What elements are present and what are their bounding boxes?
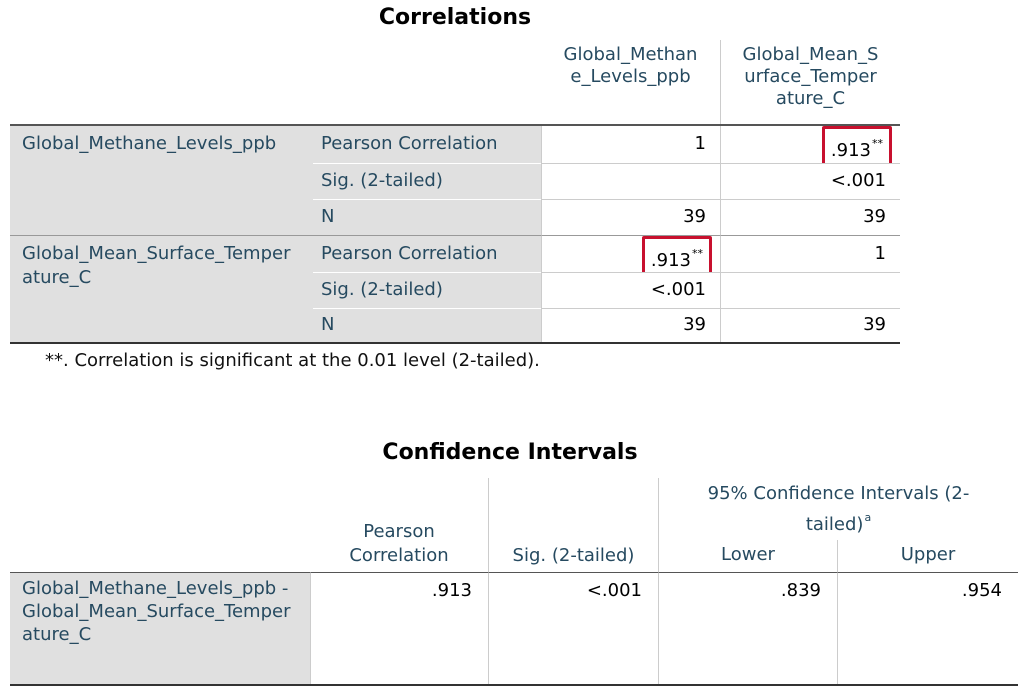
cell-value: <.001: [586, 580, 642, 601]
statistic-text: Pearson Correlation: [321, 133, 498, 154]
statistic-label: Pearson Correlation: [313, 235, 541, 272]
column-group-header: 95% Confidence Intervals (2-tailed)a: [658, 478, 1018, 540]
column-header: Sig. (2-tailed): [488, 478, 658, 572]
footnote-text: **. Correlation is significant at the 0.…: [45, 350, 540, 371]
data-cell: .839: [658, 572, 837, 685]
highlight-box: .913**: [641, 236, 712, 272]
table-title: Confidence Intervals: [10, 434, 1010, 472]
cell-value: 39: [863, 314, 886, 335]
statistic-text: Sig. (2-tailed): [321, 279, 443, 300]
statistic-text: N: [321, 314, 335, 335]
cell-value: .913: [650, 250, 691, 271]
cell-superscript: **: [872, 137, 883, 150]
data-cell: 1: [541, 125, 720, 163]
data-cell: .954: [837, 572, 1018, 685]
column-header: Lower: [658, 540, 837, 572]
row-group-label-text: Global_Methane_Levels_ppb: [22, 133, 277, 154]
column-header: Global_Methane_Levels_ppb: [541, 40, 720, 125]
column-header-text: Lower: [721, 544, 775, 565]
column-header: Global_Mean_Surface_Temperature_C: [720, 40, 900, 125]
table-border: [10, 124, 900, 126]
cell-value: .954: [961, 580, 1002, 601]
statistic-label: Pearson Correlation: [313, 125, 541, 163]
cell-value: .839: [780, 580, 821, 601]
row-group-label: Global_Methane_Levels_ppb: [10, 125, 313, 235]
column-header-text: Pearson Correlation: [349, 521, 449, 566]
statistic-label: Sig. (2-tailed): [313, 163, 541, 199]
data-cell: <.001: [488, 572, 658, 685]
statistic-text: N: [321, 206, 335, 227]
column-header-text: Sig. (2-tailed): [512, 545, 635, 566]
cell-value: <.001: [650, 279, 706, 300]
table-border: [10, 342, 900, 344]
cell-value: 39: [863, 206, 886, 227]
data-cell: .913: [310, 572, 488, 685]
data-cell: 39: [541, 199, 720, 235]
data-cell: 39: [541, 308, 720, 342]
cell-value: 39: [683, 314, 706, 335]
column-header: Upper: [837, 540, 1018, 572]
column-group-header-text: 95% Confidence Intervals (2-tailed): [707, 483, 970, 535]
statistic-label: Sig. (2-tailed): [313, 272, 541, 308]
data-cell: .913**: [541, 235, 720, 272]
cell-value: 1: [694, 133, 706, 154]
cell-value: 39: [683, 206, 706, 227]
column-header: Pearson Correlation: [310, 478, 488, 572]
data-cell: <.001: [720, 163, 900, 199]
data-cell: 39: [720, 199, 900, 235]
title-text: Confidence Intervals: [382, 440, 638, 465]
column-header-text: Upper: [900, 544, 956, 565]
data-cell: 39: [720, 308, 900, 342]
statistic-label: N: [313, 308, 541, 342]
row-label-text: Global_Methane_Levels_ppb - Global_Mean_…: [22, 578, 291, 645]
column-header-text: Global_Mean_Surface_Temperature_C: [742, 44, 879, 109]
title-text: Correlations: [378, 5, 532, 30]
table-title: Correlations: [10, 0, 900, 36]
highlight-box: .913**: [821, 126, 892, 163]
data-cell: <.001: [541, 272, 720, 308]
cell-value: <.001: [830, 170, 886, 191]
data-cell: [720, 272, 900, 308]
column-header-text: Global_Methane_Levels_ppb: [563, 44, 698, 87]
row-group-label-text: Global_Mean_Surface_Temperature_C: [22, 243, 291, 288]
table-border: [10, 684, 1018, 686]
statistic-text: Sig. (2-tailed): [321, 170, 443, 191]
row-group-label: Global_Mean_Surface_Temperature_C: [10, 235, 313, 342]
cell-superscript: **: [692, 247, 703, 260]
column-group-header-superscript: a: [864, 511, 872, 524]
data-cell: 1: [720, 235, 900, 272]
statistic-text: Pearson Correlation: [321, 243, 498, 264]
footnote: **. Correlation is significant at the 0.…: [45, 346, 745, 376]
data-cell: .913**: [720, 125, 900, 163]
cell-value: .913: [431, 580, 472, 601]
data-cell: [541, 163, 720, 199]
cell-value: 1: [874, 243, 886, 264]
cell-value: .913: [830, 140, 871, 161]
statistic-label: N: [313, 199, 541, 235]
row-label: Global_Methane_Levels_ppb - Global_Mean_…: [10, 572, 310, 685]
